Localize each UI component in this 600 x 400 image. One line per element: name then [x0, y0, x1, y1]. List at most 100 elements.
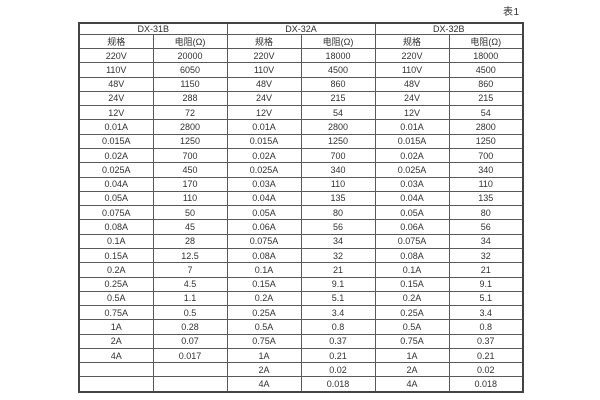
resistance-cell: 12.5 — [152, 247, 228, 264]
spec-cell: 4A — [374, 376, 450, 393]
table-row: 24V 288 24V 215 24V 215 — [78, 90, 524, 107]
resistance-cell: 450 — [152, 162, 228, 178]
spec-cell: 24V — [78, 90, 154, 107]
resistance-cell: 54 — [448, 105, 524, 121]
table-row: 4A 0.018 4A 0.018 — [78, 376, 524, 393]
spec-cell: 0.02A — [78, 147, 154, 164]
table-row: 0.02A 700 0.02A 700 0.02A 700 — [78, 147, 524, 164]
table-row: 2A 0.02 2A 0.02 — [78, 362, 524, 378]
resistance-cell: 4500 — [448, 62, 524, 78]
resistance-cell: 9.1 — [448, 276, 524, 292]
resistance-cell: 5.1 — [300, 290, 376, 307]
spec-cell: 0.75A — [374, 333, 450, 349]
resistance-cell: 2800 — [448, 119, 524, 135]
spec-cell: 12V — [78, 105, 154, 121]
spec-cell: 0.2A — [78, 262, 154, 278]
spec-cell: 220V — [78, 47, 154, 64]
resistance-spec-table: DX-31B DX-32A DX-32B 规格 电阻(Ω) 规格 电阻(Ω) 规格 电阻(Ω) … — [78, 22, 524, 393]
spec-cell: 0.1A — [78, 233, 154, 249]
spec-cell: 1A — [78, 319, 154, 335]
resistance-cell: 34 — [300, 233, 376, 249]
resistance-column-header: 电阻(Ω) — [448, 34, 524, 49]
table-row: 1A 0.28 0.5A 0.8 0.5A 0.8 — [78, 319, 524, 335]
table-row: 0.05A 110 0.04A 135 0.04A 135 — [78, 190, 524, 207]
resistance-cell: 0.8 — [300, 319, 376, 335]
spec-cell: 12V — [374, 105, 450, 121]
resistance-cell: 0.018 — [448, 376, 524, 393]
resistance-cell: 5.1 — [448, 290, 524, 307]
table-row: 0.5A 1.1 0.2A 5.1 0.2A 5.1 — [78, 290, 524, 307]
resistance-cell: 56 — [300, 219, 376, 235]
spec-cell: 0.075A — [374, 233, 450, 249]
spec-column-header: 规格 — [374, 34, 450, 49]
spec-cell: 4A — [78, 347, 154, 364]
table-row: 220V 20000 220V 18000 220V 18000 — [78, 47, 524, 64]
resistance-cell: 0.5 — [152, 305, 228, 321]
table-row: 0.2A 7 0.1A 21 0.1A 21 — [78, 262, 524, 278]
resistance-cell: 110 — [448, 176, 524, 192]
resistance-cell: 34 — [448, 233, 524, 249]
spec-cell: 0.75A — [78, 305, 154, 321]
spec-cell: 4A — [226, 376, 302, 393]
spec-cell: 0.02A — [374, 147, 450, 164]
spec-cell: 110V — [374, 62, 450, 78]
resistance-cell: 28 — [152, 233, 228, 249]
spec-cell: 0.25A — [374, 305, 450, 321]
resistance-cell: 18000 — [300, 47, 376, 64]
table-body: 220V 20000 220V 18000 220V 18000 110V 6050 110V 4… — [78, 47, 524, 393]
resistance-cell: 20000 — [152, 47, 228, 64]
resistance-cell: 32 — [448, 247, 524, 264]
spec-column-header: 规格 — [226, 34, 302, 49]
resistance-cell: 0.28 — [152, 319, 228, 335]
spec-cell: 48V — [78, 76, 154, 92]
resistance-cell: 80 — [300, 205, 376, 221]
spec-cell: 0.06A — [374, 219, 450, 235]
spec-cell: 0.05A — [226, 205, 302, 221]
group-header-dx-31b: DX-31B — [78, 22, 228, 35]
resistance-cell: 32 — [300, 247, 376, 264]
spec-cell: 48V — [374, 76, 450, 92]
resistance-cell: 3.4 — [448, 305, 524, 321]
resistance-cell: 50 — [152, 205, 228, 221]
resistance-cell: 56 — [448, 219, 524, 235]
resistance-cell: 700 — [300, 147, 376, 164]
spec-cell: 2A — [78, 333, 154, 349]
resistance-cell: 0.37 — [300, 333, 376, 349]
resistance-cell: 0.37 — [448, 333, 524, 349]
spec-cell: 0.1A — [226, 262, 302, 278]
spec-cell: 0.15A — [226, 276, 302, 292]
resistance-cell: 80 — [448, 205, 524, 221]
resistance-cell: 860 — [448, 76, 524, 92]
resistance-cell: 215 — [448, 90, 524, 107]
spec-cell: 0.025A — [374, 162, 450, 178]
resistance-cell: 860 — [300, 76, 376, 92]
spec-cell: 220V — [374, 47, 450, 64]
spec-cell: 110V — [78, 62, 154, 78]
resistance-cell: 170 — [152, 176, 228, 192]
resistance-cell: 1250 — [300, 133, 376, 149]
table-row: 4A 0.017 1A 0.21 1A 0.21 — [78, 347, 524, 364]
spec-cell: 0.06A — [226, 219, 302, 235]
resistance-cell: 700 — [152, 147, 228, 164]
spec-column-header: 规格 — [78, 34, 154, 49]
table-row: 0.015A 1250 0.015A 1250 0.015A 1250 — [78, 133, 524, 149]
table-row: 0.15A 12.5 0.08A 32 0.08A 32 — [78, 247, 524, 264]
resistance-cell: 135 — [448, 190, 524, 207]
spec-cell: 0.025A — [226, 162, 302, 178]
resistance-cell: 110 — [152, 190, 228, 207]
resistance-cell: 0.07 — [152, 333, 228, 349]
table-row: 0.04A 170 0.03A 110 0.03A 110 — [78, 176, 524, 192]
spec-cell — [78, 376, 154, 393]
group-header-dx-32b: DX-32B — [374, 22, 524, 35]
resistance-cell: 1250 — [448, 133, 524, 149]
resistance-cell: 6050 — [152, 62, 228, 78]
table-row: 12V 72 12V 54 12V 54 — [78, 105, 524, 121]
spec-cell: 0.5A — [374, 319, 450, 335]
resistance-cell: 45 — [152, 219, 228, 235]
spec-cell: 0.015A — [374, 133, 450, 149]
resistance-cell: 110 — [300, 176, 376, 192]
resistance-cell: 18000 — [448, 47, 524, 64]
spec-cell: 0.015A — [226, 133, 302, 149]
resistance-cell: 72 — [152, 105, 228, 121]
